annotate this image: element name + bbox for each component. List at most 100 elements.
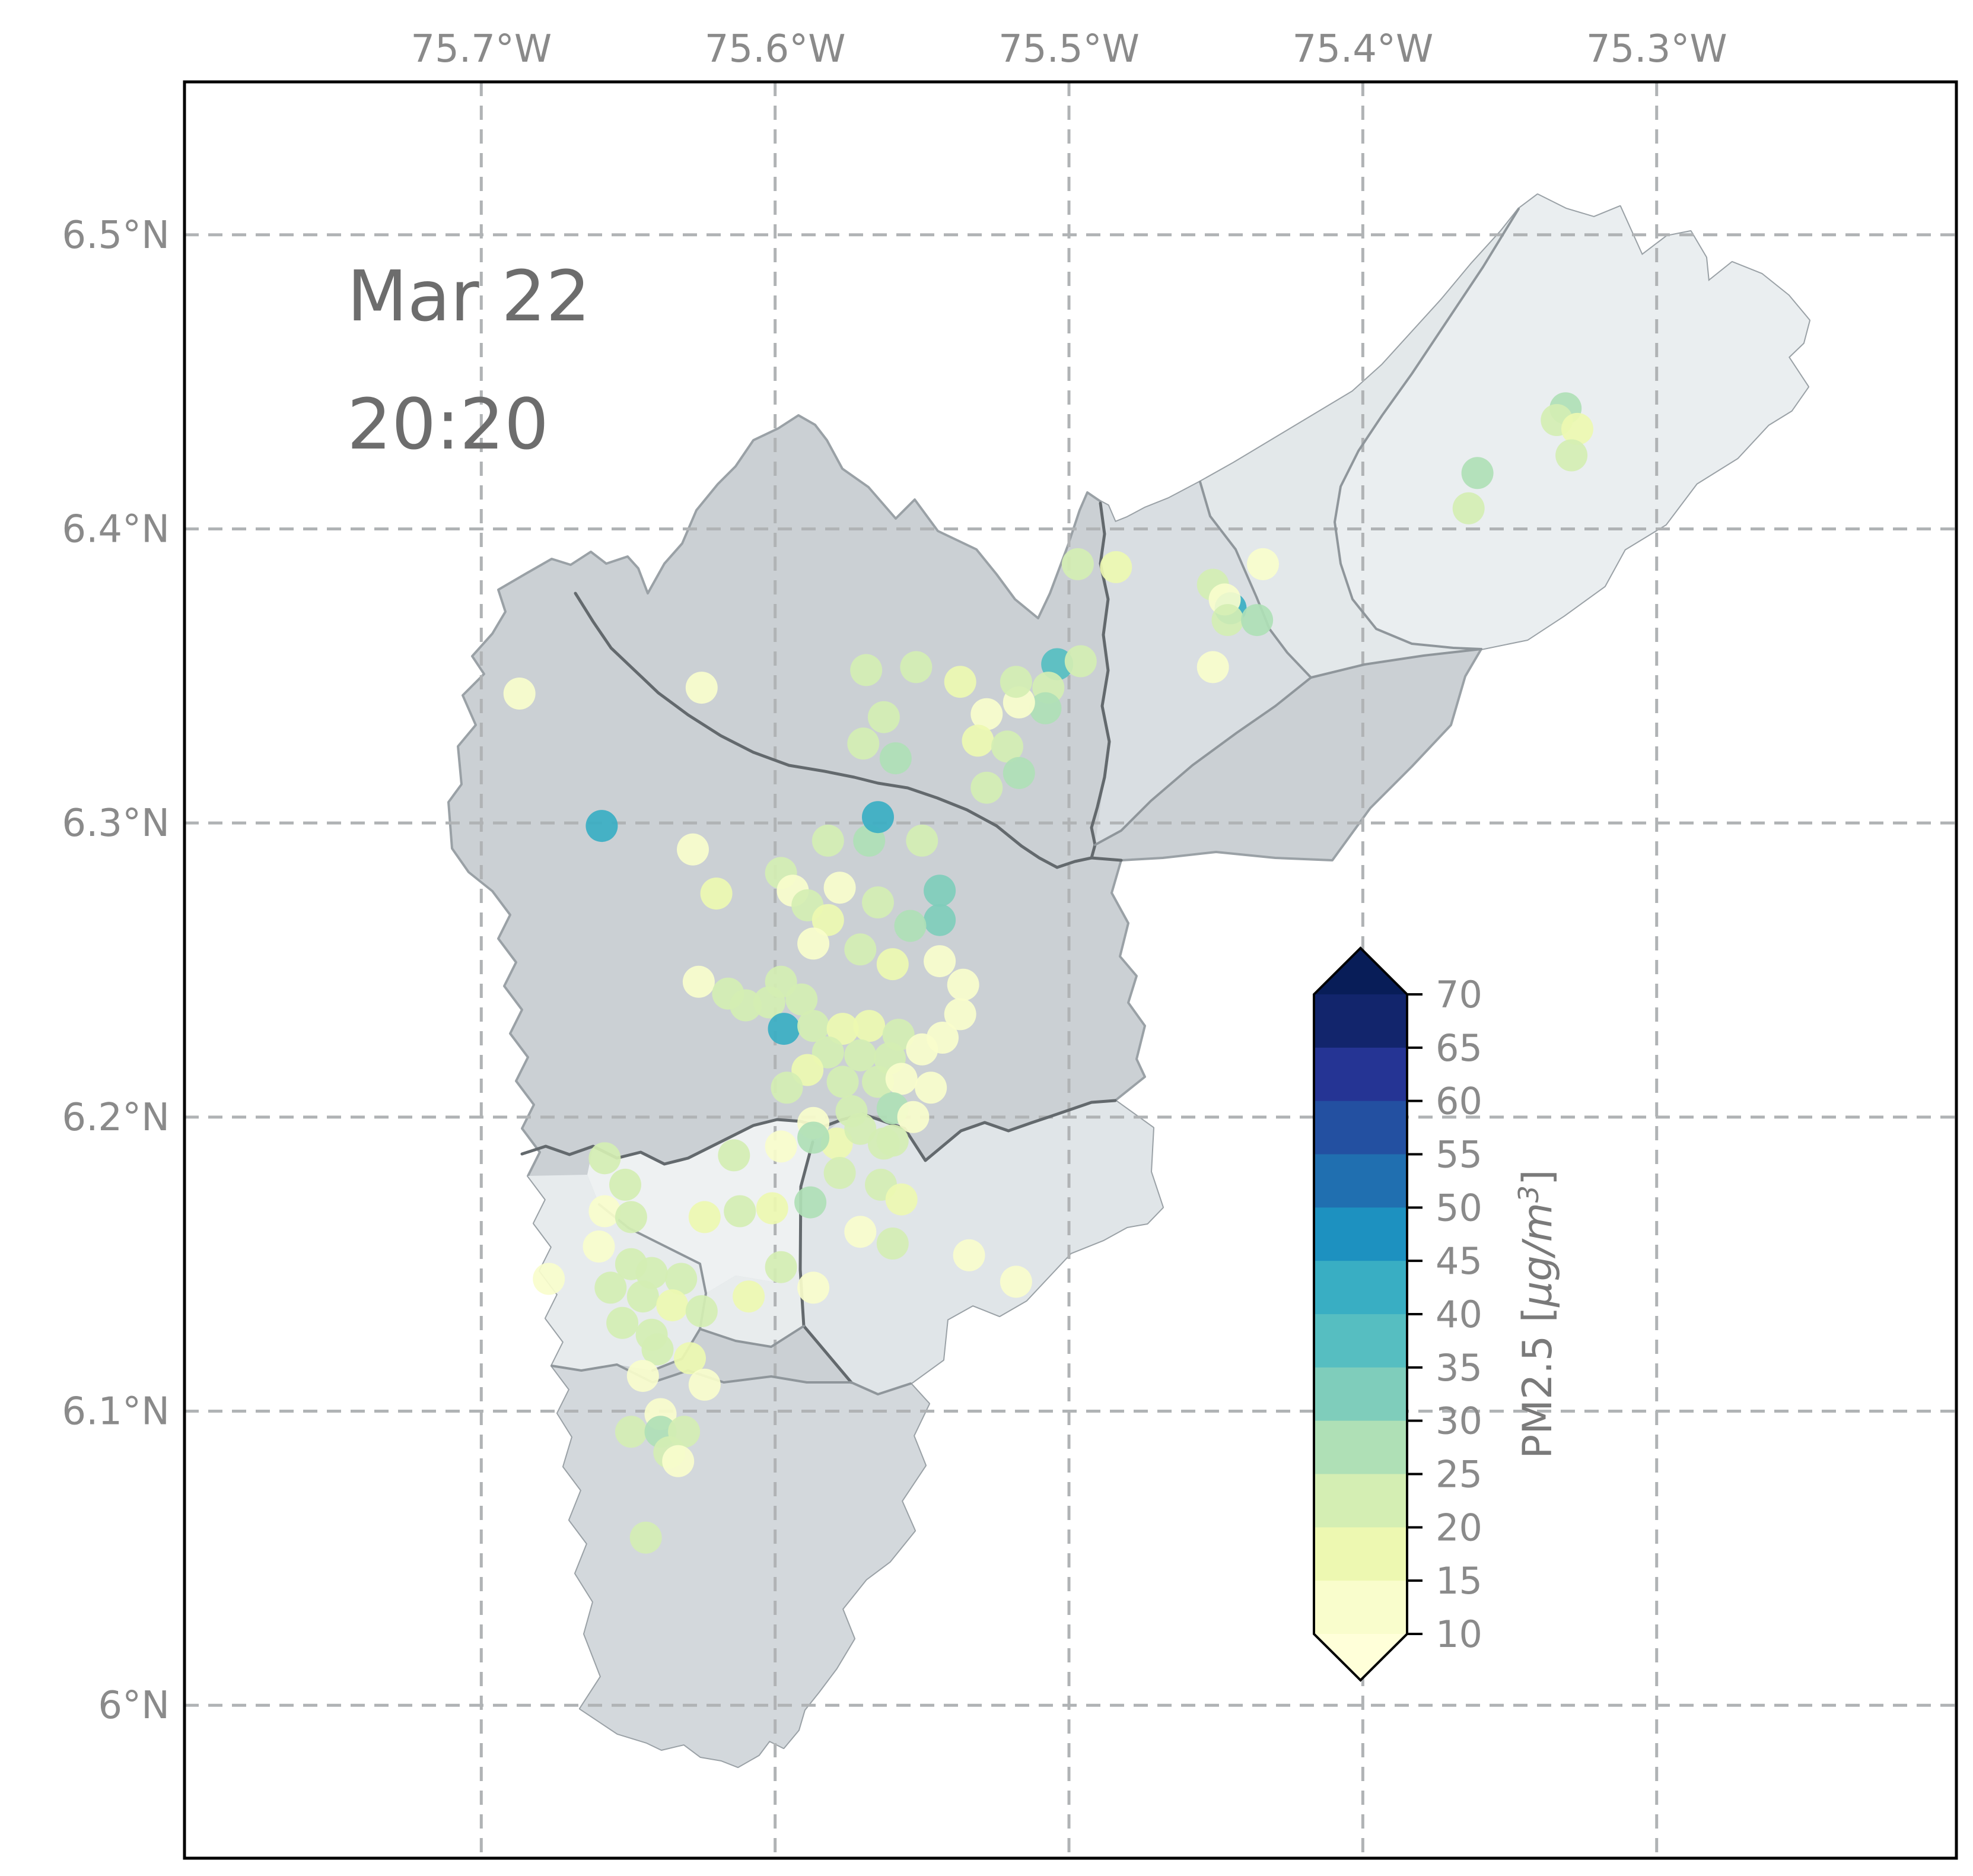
colorbar-tick-label: 25 <box>1436 1453 1482 1496</box>
pm25-station-dot <box>1461 457 1494 489</box>
colorbar-band <box>1314 1047 1407 1102</box>
pm25-station-dot <box>1561 412 1593 445</box>
municipality-boundary <box>550 1363 912 1395</box>
pm25-station-dot <box>771 1071 803 1104</box>
pm25-station-dot <box>503 678 536 710</box>
colorbar-tick-label: 30 <box>1436 1400 1482 1443</box>
pm25-station-dot <box>879 742 912 775</box>
pm25-station-dot <box>733 1280 765 1313</box>
pm25-station-dot <box>970 771 1003 804</box>
x-tick-label: 75.7°W <box>410 27 552 71</box>
pm25-station-dot <box>1452 492 1485 524</box>
region-la_estrella <box>528 1175 706 1371</box>
pm25-station-dot <box>753 986 785 1019</box>
colorbar-tick-label: 55 <box>1436 1133 1482 1177</box>
pm25-station-dot <box>991 730 1023 763</box>
colorbar-tick-label: 15 <box>1436 1559 1482 1602</box>
municipality-boundary <box>1310 648 1482 679</box>
pm25-station-dot <box>765 1251 797 1283</box>
colorbar-tick-label: 20 <box>1436 1506 1482 1549</box>
pm25-station-dot <box>862 801 894 834</box>
colorbar: 70 65 60 55 50 45 40 35 30 25 20 15 10 PM2.5 [µg/m3] <box>1313 946 1561 1682</box>
pm25-station-dot <box>662 1445 695 1477</box>
pm25-station-dot <box>588 1195 621 1228</box>
colorbar-axis-label: PM2.5 [µg/m3] <box>1513 1169 1561 1458</box>
pm25-station-dot <box>615 1416 647 1448</box>
pm25-station-dot <box>844 1216 877 1248</box>
pm25-station-dot <box>674 1342 706 1375</box>
pm25-station-dot <box>1196 651 1229 683</box>
pm25-station-dot <box>1029 692 1062 724</box>
pm25-station-dot <box>853 1010 886 1042</box>
pm25-station-dot <box>876 1124 909 1157</box>
pm25-station-dot <box>906 1033 938 1066</box>
pm25-station-dot <box>583 1230 615 1263</box>
pm25-station-dot <box>615 1201 647 1233</box>
pm25-station-dot <box>685 1295 718 1327</box>
y-tick-label: 6.5°N <box>62 214 170 257</box>
colorbar-tick-label: 70 <box>1436 973 1482 1016</box>
pm25-station-dot <box>906 824 938 857</box>
pm25-station-dot <box>606 1306 639 1339</box>
pm25-station-dot <box>826 1066 859 1098</box>
colorbar-tick-label: 45 <box>1436 1239 1482 1283</box>
colorbar-tick-label: 50 <box>1436 1186 1482 1229</box>
pm25-station-dot <box>768 1013 800 1045</box>
pm25-station-dot <box>924 904 956 936</box>
pm25-station-dot <box>682 965 715 998</box>
x-axis-tick-labels: 75.7°W 75.6°W 75.5°W 75.4°W 75.3°W <box>410 27 1727 71</box>
pm25-station-dot <box>677 833 709 866</box>
pm25-station-dot <box>656 1289 689 1322</box>
pm25-station-dot <box>924 875 956 907</box>
y-tick-label: 6.1°N <box>62 1390 170 1434</box>
pm25-station-dot <box>823 872 856 904</box>
pm25-station-dot <box>724 1195 756 1228</box>
pm25-station-dot <box>533 1263 565 1295</box>
municipality-boundary <box>798 1140 853 1384</box>
pm25-station-dot <box>665 1263 698 1295</box>
pm25-station-dot <box>588 1142 621 1175</box>
pm25-station-dot <box>626 1280 659 1313</box>
pm25-station-dot <box>765 1130 797 1163</box>
pm25-station-dot <box>1003 756 1035 789</box>
colorbar-band <box>1314 1154 1407 1209</box>
pm25-station-dot <box>900 651 933 683</box>
pm25-station-dot <box>885 1183 918 1216</box>
x-tick-label: 75.6°W <box>705 27 846 71</box>
pm25-station-dot <box>953 1239 985 1271</box>
pm25-station-dot <box>944 998 976 1031</box>
pm25-station-dot <box>797 927 830 960</box>
pm25-station-dot <box>850 654 883 686</box>
pm25-station-dot <box>915 1071 947 1104</box>
pm25-station-dot <box>1247 548 1279 580</box>
pm25-station-dot <box>1241 604 1274 637</box>
axes-frame <box>183 80 1958 1860</box>
pm25-station-dot <box>1000 1265 1032 1298</box>
municipality-boundary <box>574 592 1123 869</box>
colorbar-tick-label: 10 <box>1436 1613 1482 1656</box>
pm25-station-dot <box>594 1271 627 1304</box>
plot-frame <box>183 80 1958 1860</box>
timestamp-time: 20:20 <box>347 383 549 465</box>
x-tick-label: 75.3°W <box>1586 27 1727 71</box>
pm25-station-dot <box>944 666 976 698</box>
pm25-station-dot <box>844 933 877 966</box>
municipality-boundary <box>1199 481 1312 679</box>
pm25-station-dot <box>847 727 880 760</box>
x-tick-label: 75.4°W <box>1292 27 1433 71</box>
pm25-station-dot <box>626 1360 659 1392</box>
pm25-station-dot <box>794 1186 827 1219</box>
pm25-station-dot <box>756 1192 788 1225</box>
pm25-station-dot <box>844 1039 877 1071</box>
pm25-station-dot <box>823 1157 856 1189</box>
pm25-station-dot <box>867 701 900 733</box>
y-tick-label: 6.2°N <box>62 1096 170 1140</box>
municipality-boundary <box>1094 676 1312 846</box>
colorbar-over-arrow <box>1314 948 1407 994</box>
colorbar-under-arrow <box>1314 1634 1407 1680</box>
pm25-station-dot <box>797 1271 830 1304</box>
pm25-station-dot <box>876 1228 909 1260</box>
pm25-station-dot <box>862 886 894 918</box>
